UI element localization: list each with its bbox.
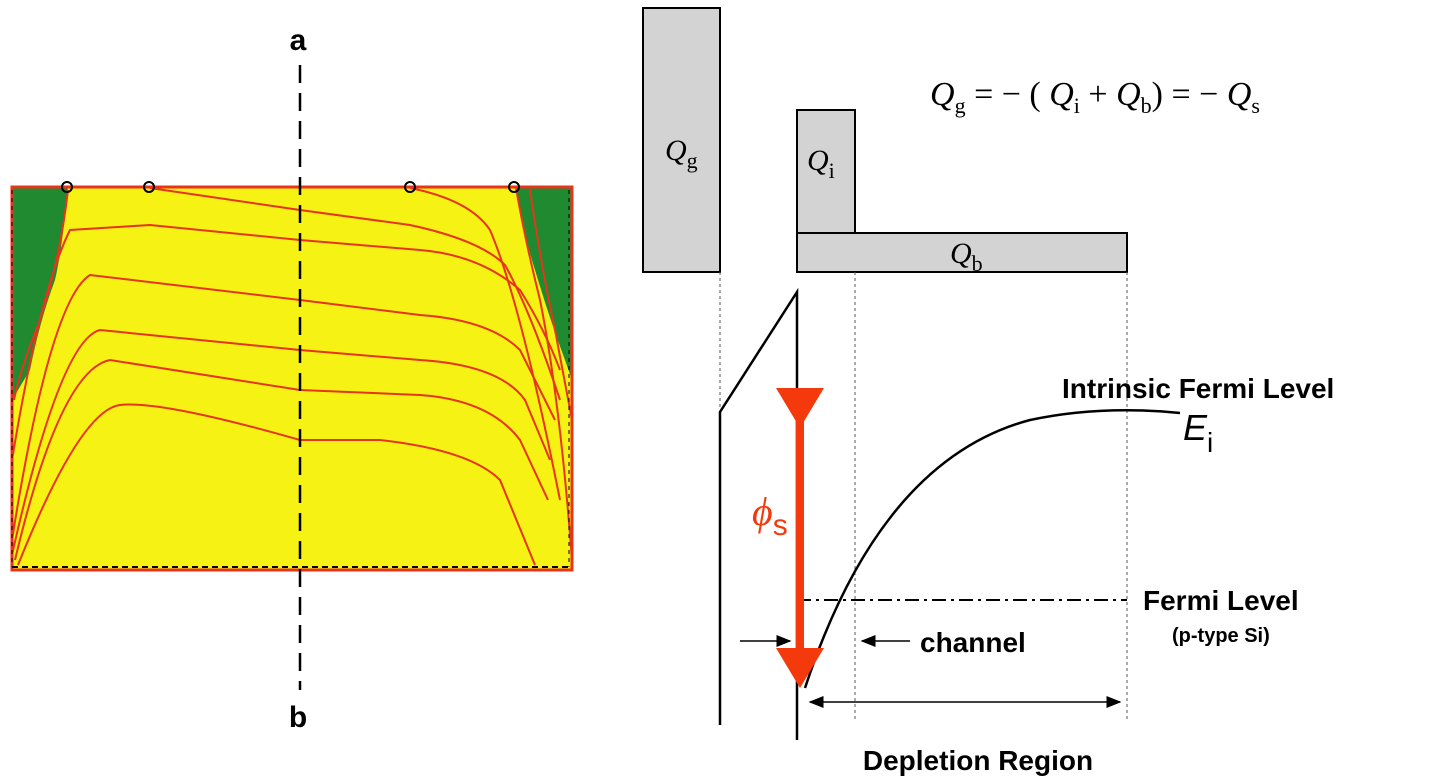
intrinsic-label: Intrinsic Fermi Level: [1062, 373, 1334, 404]
cut-label: b: [289, 701, 307, 734]
equation-part: Q: [1116, 76, 1141, 113]
device-cross-section: a b: [12, 24, 572, 734]
equation-part: +: [1080, 76, 1116, 113]
fermi-label: Fermi Level: [1143, 585, 1299, 616]
surface-potential: ϕs: [752, 489, 788, 542]
equation-part: g: [955, 93, 966, 118]
equation-part: Q: [1227, 76, 1252, 113]
diagram: a b Qg Qi Qb Qg = − ( Qi + Qb) = − Qs ϕs…: [0, 0, 1435, 782]
equation-part: ) = −: [1152, 76, 1227, 113]
depletion-label: Depletion Region: [863, 745, 1093, 776]
yellow-region: [12, 187, 572, 570]
equation-part: s: [1251, 93, 1260, 118]
charge-equation: Qg = − ( Qi + Qb) = − Qs: [930, 76, 1260, 118]
equation-part: Q: [930, 76, 955, 113]
equation-part: = − (: [966, 76, 1050, 113]
equation-part: Q: [1049, 76, 1074, 113]
equation-part: b: [1141, 93, 1152, 118]
channel-label: channel: [920, 627, 1026, 658]
fermi-note: (p-type Si): [1172, 625, 1270, 647]
charge-boxes: [643, 8, 1127, 272]
cut-label: a: [290, 24, 307, 57]
intrinsic-symbol: Ei: [1183, 407, 1213, 458]
